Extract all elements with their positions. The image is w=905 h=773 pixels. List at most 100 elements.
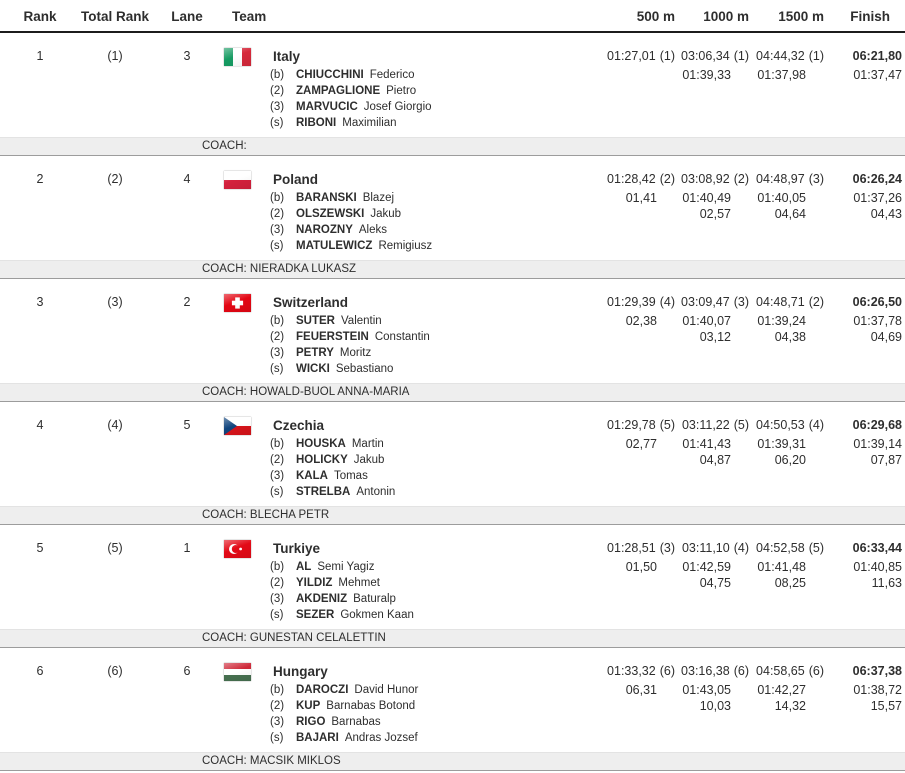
split-time-value: 01:27,01 [607, 49, 656, 63]
crew-member: (s) WICKI Sebastiano [270, 361, 600, 377]
split-time: 01:28,42 (2) [600, 169, 675, 190]
split-lap: 01:40,85 [853, 560, 902, 574]
crew-member: (b) CHIUCCHINI Federico [270, 67, 600, 83]
split-lap: 01:37,47 [853, 68, 902, 82]
rank-value: 5 [36, 541, 44, 555]
crew-surname: BARANSKI [296, 192, 357, 204]
total-rank-value: (5) [107, 541, 123, 555]
total-rank-value: (3) [107, 295, 123, 309]
split-1000m-cell: 03:08,92 (2) 01:40,49 02,57 [675, 169, 749, 222]
split-time-value: 03:16,38 [681, 664, 730, 678]
crew-list: (b) HOUSKA Martin (2) HOLICKY Jakub (3) KALA Tom… [270, 436, 600, 500]
split-1500m-cell: 04:44,32 (1) 01:37,98 [749, 46, 824, 99]
crew-given-name: Aleks [358, 224, 387, 236]
split-gap: 04,43 [870, 207, 902, 221]
split-1000m-cell: 03:11,10 (4) 01:42,59 04,75 [675, 538, 749, 591]
split-1500m-cell: 04:58,65 (6) 01:42,27 14,32 [749, 661, 824, 714]
crew-surname: ZAMPAGLIONE [296, 85, 381, 97]
split-gap: 07,87 [870, 453, 902, 467]
team-result-grid: 3 (3) 2 Switzerland (b) SUTER Valentin (2) F… [0, 279, 905, 377]
split-time-value: 01:29,78 [607, 418, 656, 432]
team-name: Switzerland [273, 295, 349, 310]
split-gap: 04,87 [699, 453, 731, 467]
split-gap: 14,32 [774, 699, 806, 713]
team-result-grid: 2 (2) 4 Poland (b) BARANSKI Blazej (2) OLSZE… [0, 156, 905, 254]
split-gap: 04,69 [870, 330, 902, 344]
split-500m-cell: 01:28,51 (3) 01,50 [600, 538, 675, 575]
split-lap: 01:39,31 [757, 437, 806, 451]
crew-list: (b) CHIUCCHINI Federico (2) ZAMPAGLIONE Pietr… [270, 67, 600, 131]
coach-bar: COACH: NIERADKA LUKASZ [0, 260, 905, 279]
split-position: (2) [808, 295, 824, 309]
crew-surname: FEUERSTEIN [296, 331, 369, 343]
split-time-value: 03:11,22 [681, 418, 730, 432]
split-gap: 15,57 [870, 699, 902, 713]
results-rows: 1 (1) 3 Italy (b) CHIUCCHINI Federico (2) ZA… [0, 33, 905, 771]
split-position: (1) [659, 49, 675, 63]
crew-given-name: Baturalp [353, 593, 396, 605]
crew-member: (b) AL Semi Yagiz [270, 559, 600, 575]
crew-member: (3) NAROZNY Aleks [270, 222, 600, 238]
seat-label: (2) [270, 454, 285, 466]
crew-surname: SEZER [296, 609, 335, 621]
seat-label: (3) [270, 716, 285, 728]
rank-value: 1 [36, 49, 44, 63]
header-finish: Finish [850, 8, 890, 24]
crew-surname: KUP [296, 700, 321, 712]
crew-given-name: Jakub [353, 454, 385, 466]
crew-given-name: Martin [351, 438, 384, 450]
split-lap: 01:40,05 [757, 191, 806, 205]
crew-given-name: Antonin [356, 486, 396, 498]
split-gap: 02,38 [625, 314, 657, 328]
team-cell: Poland (b) BARANSKI Blazej (2) OLSZEWSKI Jaku… [224, 169, 600, 254]
crew-member: (3) AKDENIZ Baturalp [270, 591, 600, 607]
split-500m-cell: 01:29,78 (5) 02,77 [600, 415, 675, 452]
crew-member: (b) HOUSKA Martin [270, 436, 600, 452]
header-team: Team [232, 8, 267, 24]
crew-member: (3) PETRY Moritz [270, 345, 600, 361]
crew-given-name: Pietro [386, 85, 417, 97]
seat-label: (b) [270, 438, 285, 450]
crew-member: (b) SUTER Valentin [270, 313, 600, 329]
split-time-value: 01:28,42 [607, 172, 656, 186]
crew-given-name: Tomas [333, 470, 368, 482]
table-header-row: Rank Total Rank Lane Team 500 m 1000 m 1… [0, 0, 905, 33]
split-time: 01:29,78 (5) [600, 415, 675, 436]
split-gap: 06,31 [625, 683, 657, 697]
finish-cell: 06:29,68 01:39,14 07,87 [824, 415, 905, 468]
split-time-value: 04:48,97 [756, 172, 805, 186]
team-name: Italy [273, 49, 301, 64]
crew-surname: OLSZEWSKI [296, 208, 365, 220]
crew-surname: BAJARI [296, 732, 339, 744]
coach-bar: COACH: MACSIK MIKLOS [0, 752, 905, 771]
header-rank: Rank [23, 8, 57, 24]
split-1000m-cell: 03:11,22 (5) 01:41,43 04,87 [675, 415, 749, 468]
split-500m-cell: 01:33,32 (6) 06,31 [600, 661, 675, 698]
crew-surname: AL [296, 561, 312, 573]
crew-member: (2) ZAMPAGLIONE Pietro [270, 83, 600, 99]
crew-given-name: Gokmen Kaan [340, 609, 414, 621]
team-result-grid: 5 (5) 1 Turkiye (b) AL Semi Yagiz (2) YILDIZ… [0, 525, 905, 623]
finish-time: 06:26,24 [852, 172, 902, 186]
seat-label: (s) [270, 117, 284, 129]
split-time-value: 03:08,92 [681, 172, 730, 186]
team-cell: Switzerland (b) SUTER Valentin (2) FEUERSTEI… [224, 292, 600, 377]
header-1000m: 1000 m [703, 8, 749, 24]
split-lap: 01:37,78 [853, 314, 902, 328]
split-position: (1) [808, 49, 824, 63]
crew-member: (2) YILDIZ Mehmet [270, 575, 600, 591]
split-lap: 01:41,43 [682, 437, 731, 451]
split-1500m-cell: 04:52,58 (5) 01:41,48 08,25 [749, 538, 824, 591]
seat-label: (b) [270, 69, 285, 81]
split-time: 01:33,32 (6) [600, 661, 675, 682]
seat-label: (b) [270, 192, 285, 204]
split-time: 01:28,51 (3) [600, 538, 675, 559]
split-gap: 03,12 [699, 330, 731, 344]
split-time: 03:11,10 (4) [675, 538, 749, 559]
split-lap: 01:39,33 [682, 68, 731, 82]
seat-label: (b) [270, 315, 285, 327]
finish-cell: 06:33,44 01:40,85 11,63 [824, 538, 905, 591]
crew-given-name: Remigiusz [378, 240, 433, 252]
finish-time: 06:21,80 [852, 49, 902, 63]
coach-bar: COACH: BLECHA PETR [0, 506, 905, 525]
